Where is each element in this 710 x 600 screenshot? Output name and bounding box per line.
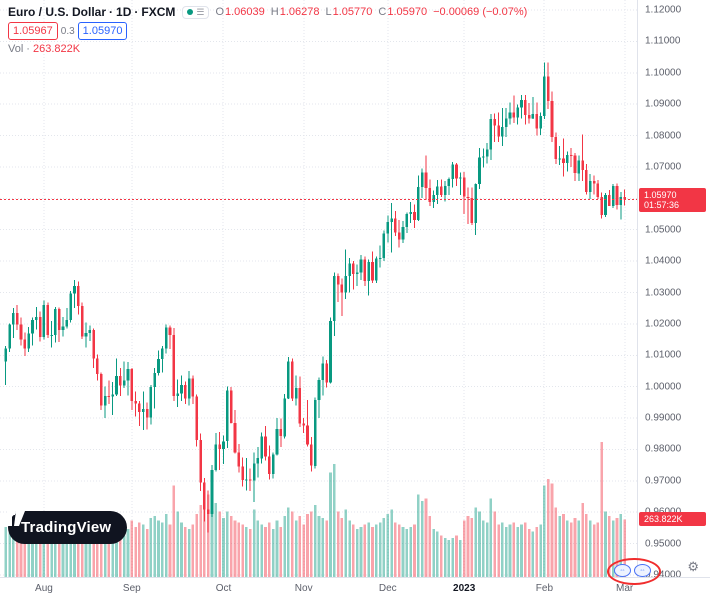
title-separator: · [134,5,139,19]
price-tick-label: 1.04000 [645,255,682,267]
candlestick-chart-svg [0,0,638,578]
price-tick-label: 1.02000 [645,318,682,330]
time-tick-label: Mar [616,583,634,594]
current-price-value: 1.05970 [644,190,677,201]
current-price-badge: 1.05970 01:57:36 [639,188,706,213]
time-tick-label: Dec [378,583,397,594]
legend-status-pill[interactable]: ☰ [182,5,210,19]
tradingview-logo-icon [8,511,25,526]
price-tick-label: 1.01000 [645,349,682,361]
time-tick-label: Sep [122,583,141,594]
tradingview-logo[interactable]: TradingView [8,511,128,544]
volume-separator: · [26,43,30,55]
chart-plot-area[interactable]: Euro / U.S. Dollar · 1D · FXCM ☰ O 1.060… [0,0,661,585]
legend-title-row: Euro / U.S. Dollar · 1D · FXCM ☰ O 1.060… [8,5,527,19]
price-tick-label: 1.00000 [645,381,682,393]
price-tick-label: 1.11000 [645,35,681,47]
price-tick-label: 0.99000 [645,412,682,424]
bid-ask-row: 1.05967 0.3 1.05970 [8,22,527,40]
time-axis[interactable]: Aug Sep Oct Nov Dec 2023 Feb Mar [0,577,710,600]
price-tick-label: 1.07000 [645,161,682,173]
time-tick-label: Aug [35,583,53,594]
time-tick-label: Feb [535,583,554,594]
market-open-dot-icon [187,9,194,15]
ask-price-button[interactable]: 1.05970 [77,22,128,40]
highlighted-oval-icon-2[interactable]: ◦◦ [634,564,651,577]
time-tick-label: Oct [215,583,232,594]
time-tick-label: Nov [294,583,313,594]
volume-axis-badge: 263.822K [639,511,706,526]
high-label: H [270,6,279,18]
price-tick-label: 0.97000 [645,475,682,487]
title-separator: · [109,5,114,19]
low-value: 1.05770 [332,6,373,18]
close-label: C [378,6,387,18]
bar-countdown: 01:57:36 [644,200,680,211]
tradingview-logo-text: TradingView [21,519,112,536]
open-value: 1.06039 [225,6,265,18]
open-label: O [215,6,224,18]
highlighted-oval-icon-1[interactable]: ◦◦ [614,564,631,577]
volume-label: Vol [8,43,24,55]
price-tick-label: 1.08000 [645,130,682,142]
low-label: L [325,6,332,18]
legend: Euro / U.S. Dollar · 1D · FXCM ☰ O 1.060… [8,5,527,58]
spread-value: 0.3 [60,25,75,37]
candles [4,62,626,533]
high-value: 1.06278 [279,6,320,18]
price-tick-label: 0.94000 [645,569,682,581]
exchange-label[interactable]: FXCM [141,5,176,19]
highlighted-mini-icons: ◦◦ ◦◦ [614,564,651,577]
volume-value: 263.822K [32,43,81,55]
price-tick-label: 1.10000 [645,67,682,79]
price-tick-label: 0.98000 [645,443,682,455]
price-tick-label: 0.95000 [645,538,682,550]
close-value: 1.05970 [387,6,428,18]
quick-menu-icon[interactable]: ☰ [196,6,205,17]
price-tick-label: 1.05000 [645,224,682,236]
bid-price-button[interactable]: 1.05967 [8,22,58,40]
symbol-title[interactable]: Euro / U.S. Dollar [8,5,107,19]
price-tick-label: 1.09000 [645,98,682,110]
settings-gear-icon[interactable]: ⚙ [687,559,699,574]
interval-label[interactable]: 1D [116,5,132,19]
price-axis[interactable]: 1.05970 01:57:36 263.822K 1.12000 1.11000… [637,0,710,581]
volume-row: Vol · 263.822K [8,43,527,55]
price-tick-label: 1.03000 [645,287,682,298]
price-tick-label: 1.12000 [645,4,682,16]
volume-bars [4,442,626,577]
grid-lines [0,0,638,578]
time-tick-label: 2023 [453,583,476,594]
change-value: −0.00069 (−0.07%) [433,6,528,18]
